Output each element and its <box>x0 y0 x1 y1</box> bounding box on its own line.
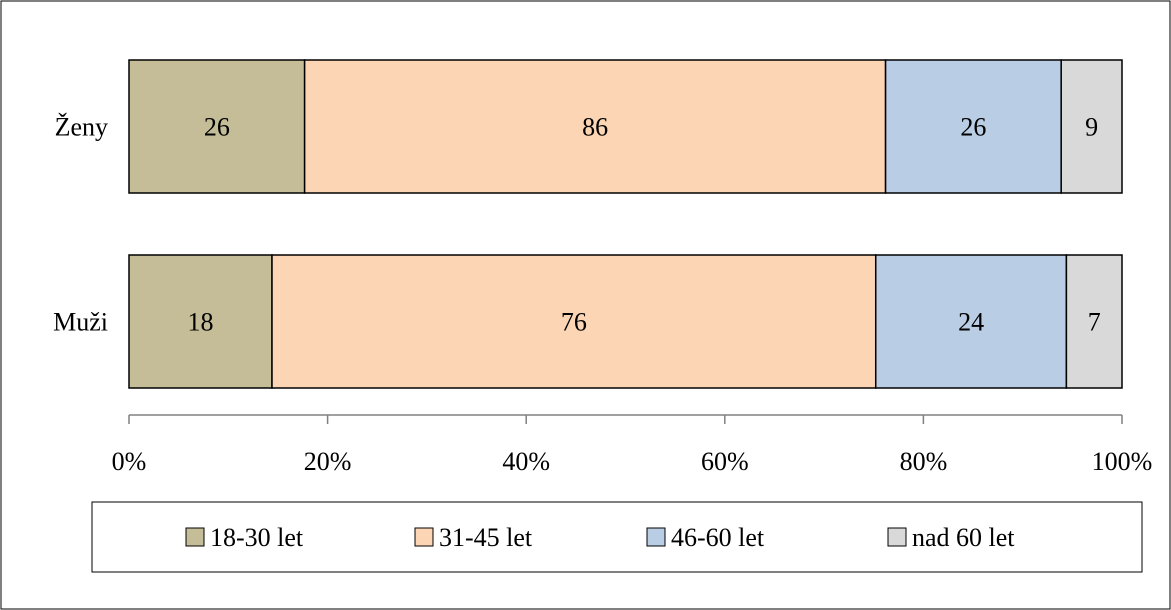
legend-label: 18-30 let <box>210 523 304 552</box>
bar-segment <box>271 254 877 389</box>
bars-layer: 26 86 26 9 18 76 24 7 <box>128 59 1123 389</box>
x-tick-label: 20% <box>304 447 352 476</box>
bar-data-label: 18 <box>187 308 213 337</box>
legend-label: 46-60 let <box>671 523 765 552</box>
category-label: Muži <box>53 308 108 337</box>
bar-segment <box>1065 254 1123 389</box>
x-axis: 0% 20% 40% 60% 80% 100% <box>112 414 1153 476</box>
bar-segment <box>128 59 306 194</box>
x-tick-label: 40% <box>502 447 550 476</box>
x-tick-label: 60% <box>701 447 749 476</box>
bar-data-label: 26 <box>204 113 230 142</box>
bar-data-label: 9 <box>1085 113 1098 142</box>
bar-segment <box>128 254 273 389</box>
x-tick-label: 80% <box>900 447 948 476</box>
legend-label: 31-45 let <box>439 523 533 552</box>
bar-segment <box>303 59 887 194</box>
legend-swatch <box>414 527 434 547</box>
category-labels: Ženy Muži <box>53 113 108 337</box>
legend-swatch <box>646 527 666 547</box>
bar-data-label: 7 <box>1088 308 1101 337</box>
legend-label: nad 60 let <box>912 523 1015 552</box>
x-tick-label: 100% <box>1092 447 1153 476</box>
category-label: Ženy <box>55 113 108 142</box>
bar-segment <box>884 59 1062 194</box>
bar-segment <box>1060 59 1123 194</box>
legend-box <box>91 501 1143 573</box>
legend-swatch <box>185 527 205 547</box>
bar-data-label: 26 <box>960 113 986 142</box>
bar-data-label: 86 <box>582 113 608 142</box>
bar-data-label: 76 <box>561 308 587 337</box>
x-tick-label: 0% <box>112 447 147 476</box>
legend: 18-30 let 31-45 let 46-60 let nad 60 let <box>91 501 1143 573</box>
legend-swatch <box>887 527 907 547</box>
bar-data-label: 24 <box>958 308 984 337</box>
